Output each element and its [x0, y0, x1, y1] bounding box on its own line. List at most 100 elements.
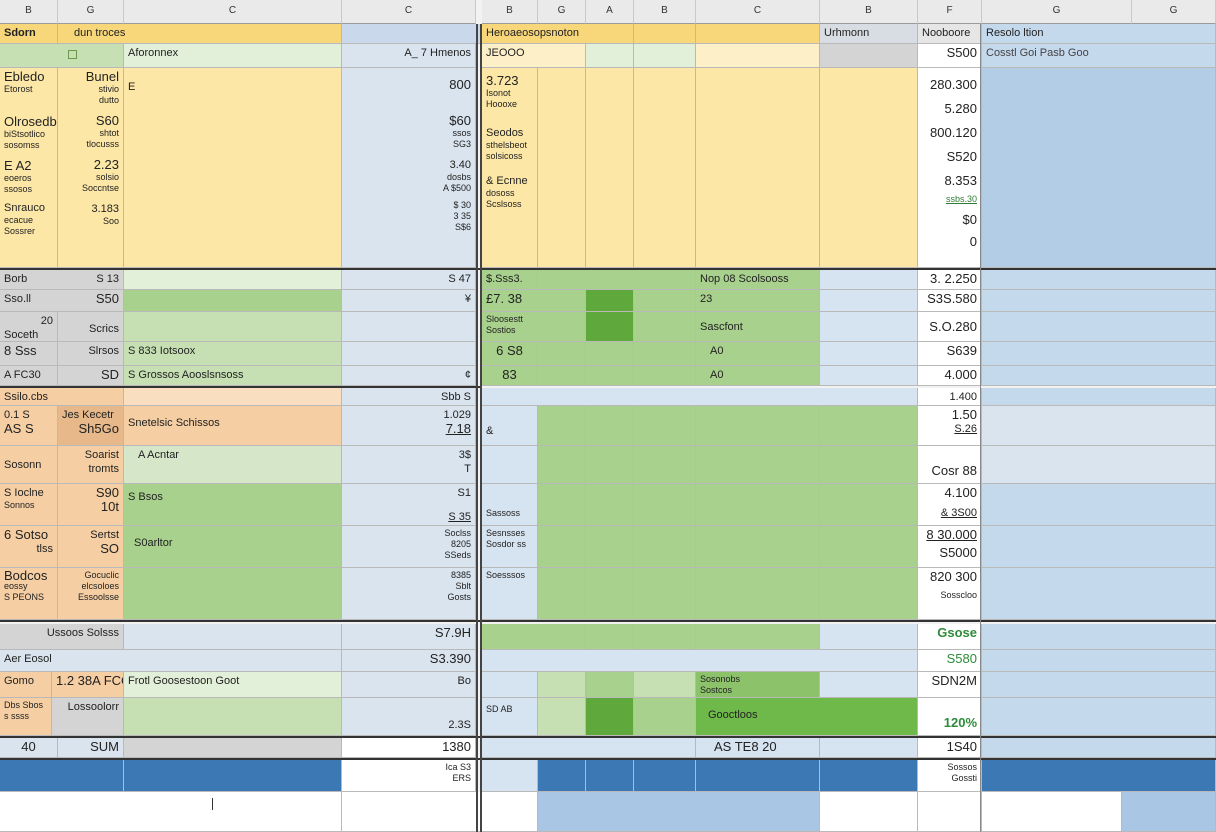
cell[interactable] [482, 650, 918, 672]
cell[interactable]: Nooboore [918, 24, 982, 44]
cell[interactable] [586, 446, 634, 484]
cell[interactable] [586, 312, 634, 342]
cell[interactable] [586, 342, 634, 366]
cell[interactable] [586, 290, 634, 312]
cell[interactable]: S7.9H [342, 624, 476, 650]
cell[interactable] [696, 68, 820, 268]
cell[interactable] [696, 446, 820, 484]
cell[interactable] [696, 568, 820, 620]
cell[interactable] [482, 738, 696, 758]
cell[interactable] [634, 446, 696, 484]
cell[interactable]: Sesnsses Sosdor ss [482, 526, 538, 568]
cell[interactable]: Soarist tromts [58, 446, 124, 484]
cell[interactable]: 23 [696, 290, 820, 312]
cell[interactable] [982, 698, 1216, 736]
cell[interactable] [634, 698, 696, 736]
cell[interactable] [538, 270, 696, 290]
cell[interactable]: 6 S8 [482, 342, 538, 366]
cell[interactable] [820, 484, 918, 526]
cell[interactable]: S 833 Iotsoox [124, 342, 342, 366]
cell[interactable]: S Ioclne Sonnos [0, 484, 58, 526]
cell[interactable]: Aer Eosol [0, 650, 342, 672]
cell[interactable] [820, 44, 918, 68]
cell[interactable]: E [124, 68, 342, 268]
cell[interactable] [124, 624, 342, 650]
cell[interactable] [982, 366, 1216, 386]
cell[interactable]: Dbs Sbos s ssss [0, 698, 52, 736]
cell[interactable] [586, 672, 634, 698]
cell[interactable]: 1.029 7.18 [342, 406, 476, 446]
cell[interactable] [982, 624, 1216, 650]
cell[interactable]: Bodcos eossy S PEONS [0, 568, 58, 620]
cell[interactable] [124, 568, 342, 620]
cell[interactable]: Ssilo.cbs [0, 388, 124, 406]
cell[interactable] [634, 406, 696, 446]
cell[interactable]: SD [58, 366, 124, 386]
cell[interactable]: Ussoos Solsss [0, 624, 124, 650]
cell[interactable]: SD AB [482, 698, 538, 736]
cell[interactable] [696, 24, 820, 44]
cell[interactable] [0, 760, 124, 792]
cell[interactable]: Gooctloos [696, 698, 918, 736]
cell[interactable] [538, 568, 586, 620]
cell[interactable] [1122, 792, 1216, 832]
cell[interactable]: 4.000 [918, 366, 982, 386]
cell[interactable]: Borb S 13 [0, 270, 124, 290]
cell[interactable] [482, 446, 538, 484]
cell[interactable]: 1.400 [918, 388, 982, 406]
cell[interactable] [342, 792, 482, 832]
cell[interactable] [820, 672, 918, 698]
column-header[interactable]: G [538, 0, 586, 24]
cell[interactable] [538, 406, 586, 446]
cell[interactable]: S.O.280 [918, 312, 982, 342]
cell[interactable] [982, 388, 1216, 406]
cell[interactable]: Slrsos [58, 342, 124, 366]
cell[interactable]: Sbb S [342, 388, 476, 406]
cell[interactable]: S Grossos Aooslsnsoss [124, 366, 342, 386]
cell[interactable] [538, 484, 586, 526]
cell[interactable] [696, 484, 820, 526]
cell[interactable]: 3$ T [342, 446, 476, 484]
column-header[interactable]: C [696, 0, 820, 24]
column-header[interactable]: C [342, 0, 476, 24]
cell[interactable] [696, 406, 820, 446]
cell[interactable] [634, 366, 696, 386]
cell[interactable] [482, 672, 538, 698]
cell[interactable]: Gomo [0, 672, 52, 698]
cell[interactable]: A_ 7 Hmenos [342, 44, 476, 68]
cell[interactable] [124, 290, 342, 312]
cell[interactable]: A0 [696, 366, 820, 386]
cell[interactable]: Lossoolorr [52, 698, 124, 736]
cell[interactable] [538, 68, 586, 268]
cell[interactable] [124, 270, 342, 290]
cell[interactable]: Sassoss [482, 484, 538, 526]
column-header[interactable]: G [1132, 0, 1216, 24]
cell[interactable]: S 47 [342, 270, 476, 290]
cell[interactable] [586, 484, 634, 526]
cell[interactable]: Cosstl Goi Pasb Goo [982, 44, 1216, 68]
cell[interactable] [982, 270, 1216, 290]
cell[interactable] [586, 698, 634, 736]
cell[interactable] [586, 624, 634, 650]
cell[interactable] [482, 388, 918, 406]
cell[interactable] [982, 312, 1216, 342]
cell[interactable]: 820 300 Sosscloo [918, 568, 982, 620]
cell[interactable]: S500 [918, 44, 982, 68]
cell[interactable] [820, 792, 918, 832]
column-header[interactable]: C [124, 0, 342, 24]
cell[interactable]: Bunel stivio dutto S60 shtot tlocusss 2.… [58, 68, 124, 268]
cell[interactable] [696, 44, 820, 68]
cell[interactable]: 120% [918, 698, 982, 736]
cell[interactable] [634, 290, 696, 312]
cell[interactable]: 1S40 [918, 738, 982, 758]
cell[interactable] [586, 406, 634, 446]
cell[interactable]: SUM [58, 738, 124, 758]
cell[interactable]: Nop 08 Scolsooss [696, 270, 820, 290]
cell[interactable]: ¥ [342, 290, 476, 312]
cell[interactable] [538, 760, 586, 792]
cell[interactable]: $.Sss3. [482, 270, 538, 290]
cell[interactable] [482, 792, 538, 832]
cell[interactable]: 83 [482, 366, 538, 386]
cell[interactable]: S0arltor [124, 526, 342, 568]
cell[interactable]: 8 Sss [0, 342, 58, 366]
